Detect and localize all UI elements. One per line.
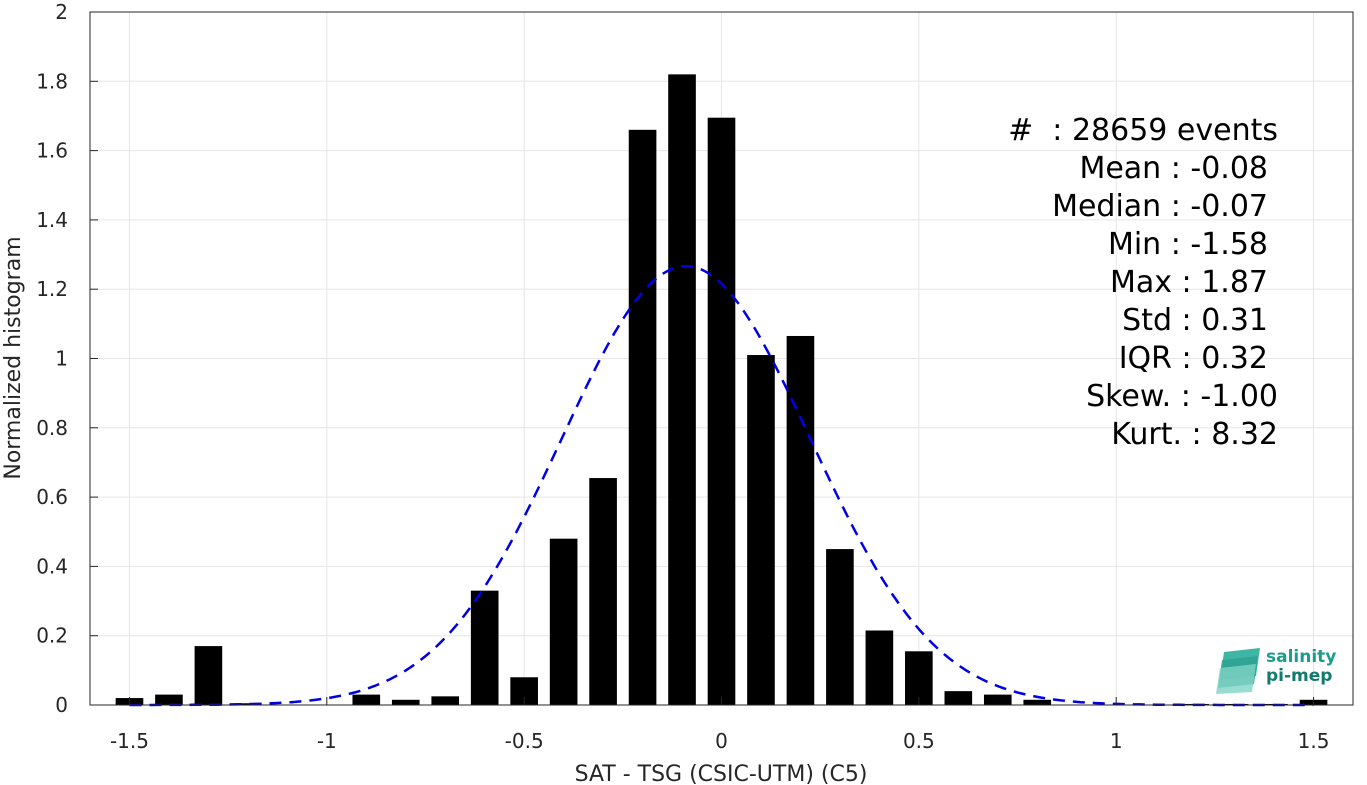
histogram-bar xyxy=(668,74,696,706)
histogram-bar xyxy=(391,699,420,705)
histogram-bar xyxy=(786,335,815,705)
salinity-pimep-logo: salinity pi-mep xyxy=(1216,646,1346,694)
y-tick-label: 0.6 xyxy=(36,485,68,509)
stat-kurt: Kurt. : 8.32 xyxy=(1111,417,1278,452)
histogram-bar xyxy=(155,694,183,705)
histogram-bar xyxy=(470,590,499,705)
y-tick-label: 0.8 xyxy=(36,416,68,440)
x-tick-label: -0.5 xyxy=(505,729,544,753)
histogram-bar xyxy=(905,651,933,705)
stats-box: # : 28659 events Mean : -0.08 Median : -… xyxy=(1008,112,1278,454)
histogram-bar xyxy=(865,630,894,705)
y-tick-label: 1 xyxy=(55,347,68,371)
histogram-bar xyxy=(707,117,736,706)
y-tick-label: 1.2 xyxy=(36,277,68,301)
histogram-bar xyxy=(431,696,460,705)
histogram-bar xyxy=(747,355,775,705)
y-tick-label: 2 xyxy=(55,0,68,24)
x-axis-label: SAT - TSG (CSIC-UTM) (C5) xyxy=(575,762,868,785)
y-axis-label: Normalized histogram xyxy=(1,236,26,479)
bars xyxy=(115,74,1328,706)
histogram-bar xyxy=(589,478,617,705)
x-tick-label: 0 xyxy=(715,729,728,753)
histogram-bar xyxy=(983,694,1012,705)
x-tick-label: 1 xyxy=(1110,729,1123,753)
stat-mean: Mean : -0.08 xyxy=(1079,151,1268,186)
stat-median: Median : -0.07 xyxy=(1052,189,1268,224)
stat-std: Std : 0.31 xyxy=(1122,303,1268,338)
logo-line-1: salinity xyxy=(1266,647,1337,667)
x-ticks: -1.5 -1 -0.5 0 0.5 1 1.5 xyxy=(110,697,1329,753)
histogram-bar xyxy=(549,538,578,705)
stat-min: Min : -1.58 xyxy=(1107,227,1268,262)
y-tick-label: 1.4 xyxy=(36,208,68,232)
y-tick-label: 1.6 xyxy=(36,139,68,163)
x-tick-label: -1.5 xyxy=(110,729,149,753)
x-tick-label: 1.5 xyxy=(1298,729,1330,753)
logo-icon xyxy=(1216,648,1260,694)
x-tick-label: 0.5 xyxy=(903,729,935,753)
y-tick-label: 0 xyxy=(55,693,68,717)
histogram-bar xyxy=(352,694,381,705)
x-tick-label: -1 xyxy=(317,729,337,753)
y-tick-label: 1.8 xyxy=(36,69,68,93)
y-tick-label: 0.4 xyxy=(36,554,68,578)
histogram-bar xyxy=(944,691,973,705)
histogram-bar xyxy=(628,129,657,705)
y-ticks: 0 0.2 0.4 0.6 0.8 1 1.2 1.4 1.6 1.8 2 xyxy=(36,0,98,717)
y-tick-label: 0.2 xyxy=(36,624,68,648)
stat-events: # : 28659 events xyxy=(1008,113,1278,148)
histogram-bar xyxy=(234,703,262,705)
stat-iqr: IQR : 0.32 xyxy=(1118,341,1268,376)
logo-line-2: pi-mep xyxy=(1266,666,1333,686)
histogram-bar xyxy=(1023,699,1052,705)
histogram-bar xyxy=(194,646,223,705)
histogram-bar xyxy=(826,549,854,705)
stat-skew: Skew. : -1.00 xyxy=(1086,379,1278,414)
stat-max: Max : 1.87 xyxy=(1110,265,1268,300)
